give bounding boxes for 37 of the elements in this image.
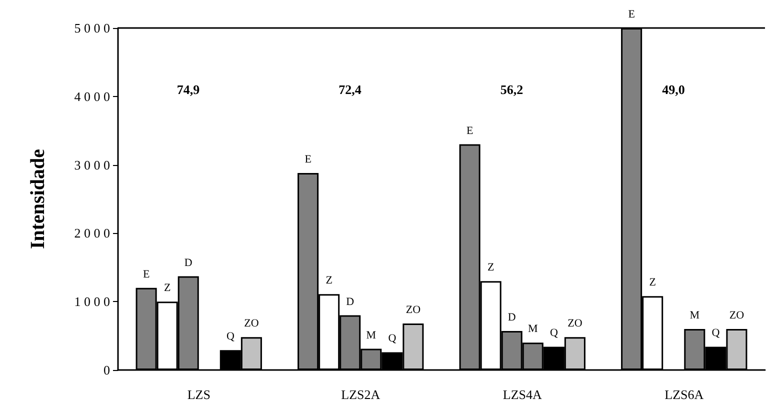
y-tick-label: 1 0 0 0 [74, 294, 110, 310]
text: M [690, 309, 700, 322]
text: Z [487, 262, 494, 274]
text: E [304, 154, 312, 166]
text: Q [388, 332, 396, 345]
text: D [508, 312, 516, 324]
series-label: Z [164, 282, 171, 294]
series-label: Q [226, 330, 234, 343]
text: Q [712, 327, 720, 340]
text: Z [649, 276, 656, 289]
text: E [628, 8, 635, 20]
annotation: 74,9 [176, 82, 200, 97]
y-tick-label: 4 0 0 0 [74, 88, 110, 104]
text: M [528, 323, 538, 336]
y-axis-title: Intensidade [27, 148, 49, 250]
annotation: 49,0 [662, 82, 685, 97]
x-tick-label: LZS6A [664, 387, 704, 402]
text: D [346, 296, 354, 308]
series-label: ZO [244, 318, 259, 330]
text: ZO [729, 309, 744, 322]
annotation: 72,4 [338, 82, 362, 97]
y-tick-label: 2 0 0 0 [74, 226, 110, 241]
text: Q [550, 327, 558, 340]
text: E [466, 124, 474, 137]
text: ZO [568, 318, 582, 330]
y-tick-label: 3 0 0 0 [74, 157, 110, 172]
annotation: 56,2 [500, 82, 524, 97]
x-tick-label: LZS [187, 387, 210, 402]
text: Z [326, 274, 332, 287]
text: ZO [406, 304, 421, 316]
series-label: E [142, 268, 150, 280]
series-label: M [366, 329, 376, 342]
y-tick-label: 0 [104, 362, 110, 378]
x-tick-label: LZS2A [341, 387, 381, 402]
x-tick-label: LZS4A [502, 387, 542, 402]
y-tick-label: 5 0 0 0 [74, 20, 110, 36]
series-label: D [184, 256, 192, 269]
